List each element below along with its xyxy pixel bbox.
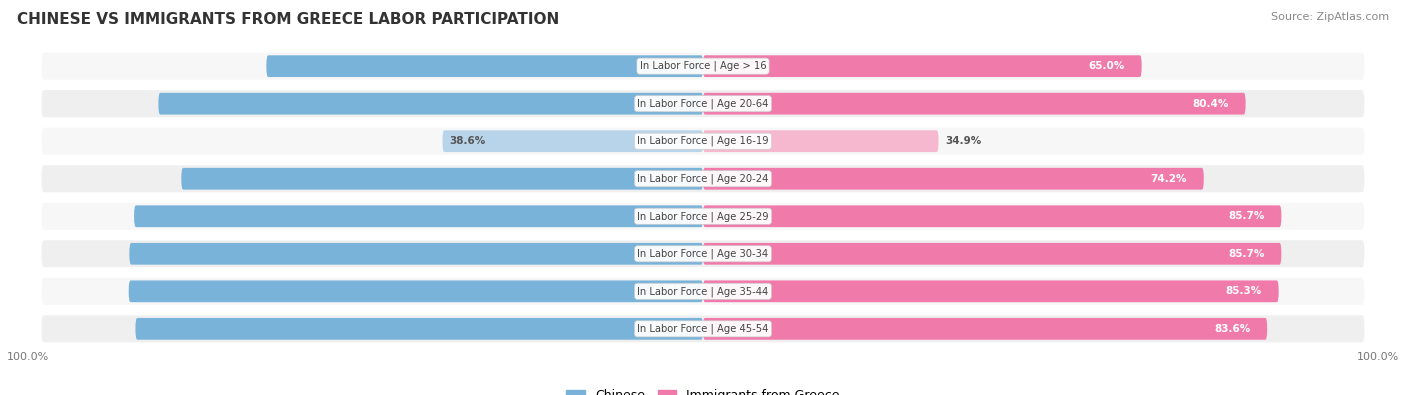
Text: In Labor Force | Age 45-54: In Labor Force | Age 45-54 — [637, 324, 769, 334]
FancyBboxPatch shape — [159, 93, 703, 115]
FancyBboxPatch shape — [42, 90, 1364, 117]
Text: In Labor Force | Age 30-34: In Labor Force | Age 30-34 — [637, 248, 769, 259]
FancyBboxPatch shape — [129, 243, 703, 265]
Text: In Labor Force | Age 35-44: In Labor Force | Age 35-44 — [637, 286, 769, 297]
FancyBboxPatch shape — [703, 168, 1204, 190]
FancyBboxPatch shape — [129, 280, 703, 302]
FancyBboxPatch shape — [443, 130, 703, 152]
FancyBboxPatch shape — [42, 203, 1364, 230]
FancyBboxPatch shape — [266, 55, 703, 77]
FancyBboxPatch shape — [42, 165, 1364, 192]
Legend: Chinese, Immigrants from Greece: Chinese, Immigrants from Greece — [561, 384, 845, 395]
FancyBboxPatch shape — [703, 318, 1267, 340]
Text: Source: ZipAtlas.com: Source: ZipAtlas.com — [1271, 12, 1389, 22]
FancyBboxPatch shape — [134, 205, 703, 227]
Text: 64.7%: 64.7% — [650, 61, 686, 71]
Text: 85.1%: 85.1% — [650, 286, 686, 296]
FancyBboxPatch shape — [703, 205, 1281, 227]
FancyBboxPatch shape — [181, 168, 703, 190]
FancyBboxPatch shape — [42, 53, 1364, 80]
Text: 38.6%: 38.6% — [450, 136, 485, 146]
Text: In Labor Force | Age 20-64: In Labor Force | Age 20-64 — [637, 98, 769, 109]
Text: CHINESE VS IMMIGRANTS FROM GREECE LABOR PARTICIPATION: CHINESE VS IMMIGRANTS FROM GREECE LABOR … — [17, 12, 560, 27]
FancyBboxPatch shape — [703, 130, 939, 152]
Text: 77.3%: 77.3% — [650, 174, 686, 184]
FancyBboxPatch shape — [42, 315, 1364, 342]
FancyBboxPatch shape — [42, 240, 1364, 267]
Text: 74.2%: 74.2% — [1150, 174, 1187, 184]
FancyBboxPatch shape — [703, 55, 1142, 77]
FancyBboxPatch shape — [703, 280, 1278, 302]
Text: 85.0%: 85.0% — [650, 249, 686, 259]
FancyBboxPatch shape — [703, 93, 1246, 115]
FancyBboxPatch shape — [42, 128, 1364, 155]
Text: In Labor Force | Age 25-29: In Labor Force | Age 25-29 — [637, 211, 769, 222]
Text: 65.0%: 65.0% — [1088, 61, 1125, 71]
Text: 34.9%: 34.9% — [945, 136, 981, 146]
FancyBboxPatch shape — [42, 278, 1364, 305]
Text: 80.4%: 80.4% — [1192, 99, 1229, 109]
Text: 84.3%: 84.3% — [650, 211, 686, 221]
Text: 84.1%: 84.1% — [650, 324, 686, 334]
Text: In Labor Force | Age 20-24: In Labor Force | Age 20-24 — [637, 173, 769, 184]
Text: In Labor Force | Age > 16: In Labor Force | Age > 16 — [640, 61, 766, 71]
Text: 85.3%: 85.3% — [1226, 286, 1261, 296]
Text: 83.6%: 83.6% — [1213, 324, 1250, 334]
FancyBboxPatch shape — [703, 243, 1281, 265]
FancyBboxPatch shape — [135, 318, 703, 340]
Text: 80.7%: 80.7% — [650, 99, 686, 109]
Text: 85.7%: 85.7% — [1227, 211, 1264, 221]
Text: 85.7%: 85.7% — [1227, 249, 1264, 259]
Text: In Labor Force | Age 16-19: In Labor Force | Age 16-19 — [637, 136, 769, 147]
